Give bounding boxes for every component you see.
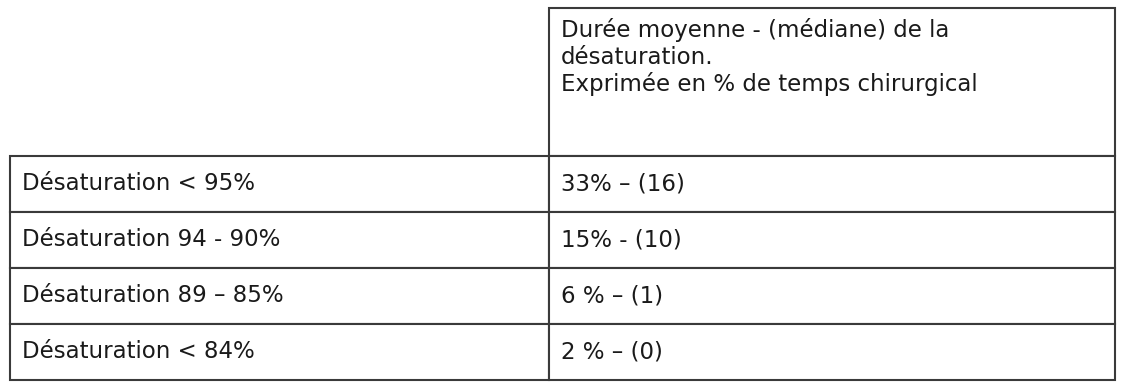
Bar: [549, 212, 1115, 268]
Text: Désaturation < 84%: Désaturation < 84%: [22, 340, 254, 363]
Text: 2 % – (0): 2 % – (0): [561, 340, 663, 363]
Text: Désaturation 89 – 85%: Désaturation 89 – 85%: [22, 284, 284, 307]
Text: 33% – (16): 33% – (16): [561, 172, 685, 195]
Bar: [549, 8, 1115, 156]
Bar: [549, 324, 1115, 380]
Text: 15% - (10): 15% - (10): [561, 229, 682, 252]
Bar: [10, 212, 549, 268]
Text: Désaturation < 95%: Désaturation < 95%: [22, 172, 255, 195]
Bar: [10, 324, 549, 380]
Text: 6 % – (1): 6 % – (1): [561, 284, 664, 307]
Bar: [10, 268, 549, 324]
Bar: [10, 156, 549, 212]
Bar: [549, 268, 1115, 324]
Text: Durée moyenne - (médiane) de la
désaturation.
Exprimée en % de temps chirurgical: Durée moyenne - (médiane) de la désatura…: [561, 18, 978, 96]
Text: Désaturation 94 - 90%: Désaturation 94 - 90%: [22, 229, 280, 252]
Bar: [549, 156, 1115, 212]
